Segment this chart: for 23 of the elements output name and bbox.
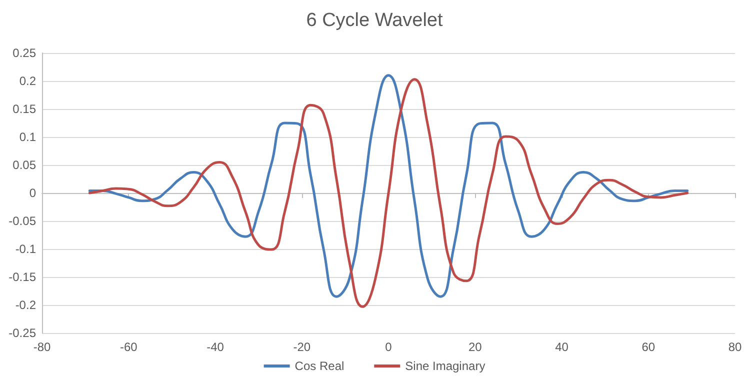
x-tick-label: -60 [120, 340, 138, 354]
x-tick-label: -20 [293, 340, 311, 354]
y-tick-label: -0.2 [15, 298, 36, 312]
y-tick-label: 0 [29, 186, 36, 200]
legend-label: Cos Real [294, 359, 344, 373]
y-tick-label: 0.2 [19, 74, 36, 88]
y-tick-label: 0.25 [12, 46, 36, 60]
x-tick-label: 60 [642, 340, 656, 354]
x-tick-label: 80 [728, 340, 742, 354]
y-tick-label: -0.15 [8, 270, 36, 284]
x-tick-label: 0 [385, 340, 392, 354]
x-tick-label: -80 [33, 340, 51, 354]
x-tick-label: 40 [555, 340, 569, 354]
chart-title: 6 Cycle Wavelet [306, 10, 444, 31]
y-tick-label: 0.15 [12, 102, 36, 116]
y-tick-label: 0.05 [12, 158, 36, 172]
y-tick-label: -0.05 [8, 214, 36, 228]
y-tick-label: -0.25 [8, 326, 36, 340]
x-tick-label: -40 [206, 340, 224, 354]
legend-label: Sine Imaginary [405, 359, 486, 373]
x-tick-label: 20 [468, 340, 482, 354]
y-tick-label: 0.1 [19, 130, 36, 144]
y-tick-label: -0.1 [15, 242, 36, 256]
